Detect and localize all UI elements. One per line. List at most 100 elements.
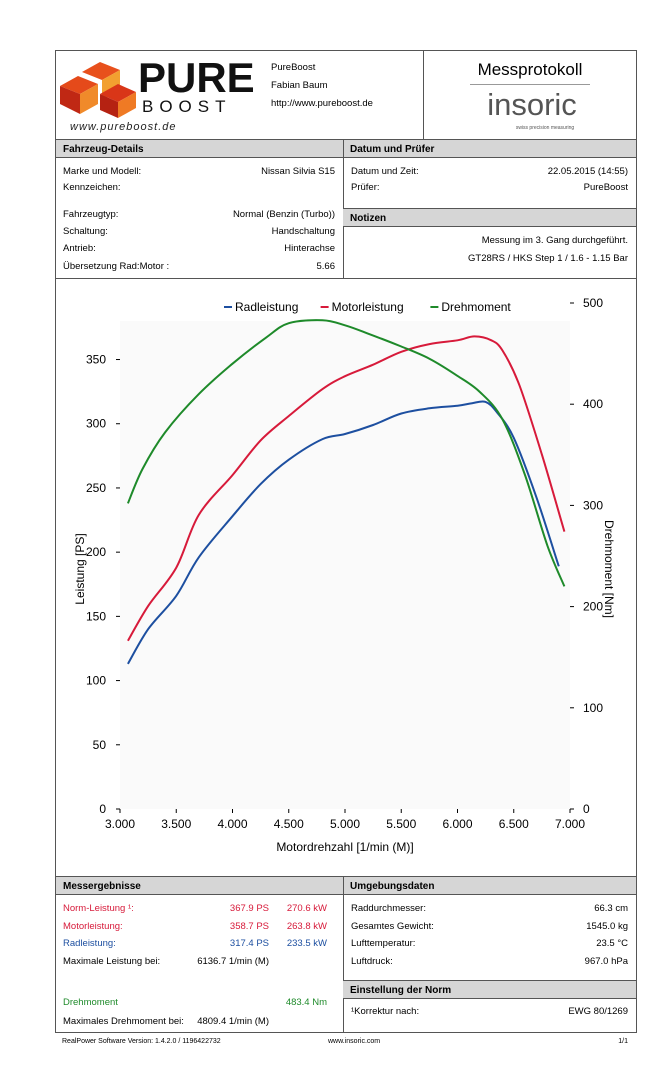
brand-name: insoric <box>487 87 577 122</box>
y-tick-label: 0 <box>99 802 106 816</box>
env-label: Lufttemperatur: <box>351 938 416 949</box>
wheel-power-kw: 233.5 kW <box>286 938 327 949</box>
vehicle-value: Handschaltung <box>271 226 335 237</box>
x-tick-label: 5.500 <box>386 817 416 831</box>
env-value: 1545.0 kg <box>586 921 628 932</box>
footer-page: 1/1 <box>618 1038 628 1045</box>
wheel-power-label: Radleistung: <box>63 938 116 949</box>
title-underline <box>470 84 590 85</box>
env-label: Raddurchmesser: <box>351 903 426 914</box>
x-tick-label: 4.500 <box>274 817 304 831</box>
footer-url[interactable]: www.insoric.com <box>328 1038 381 1045</box>
logo-word-pure: PURE <box>138 54 255 101</box>
vehicle-section-title: Fahrzeug-Details <box>56 139 343 158</box>
y-axis-label: Leistung [PS] <box>73 533 87 604</box>
max-power-value: 6136.7 1/min (M) <box>197 956 269 967</box>
y-axis-ticks: 0 50 100 150 200 250 300 350 <box>86 353 120 816</box>
report-frame <box>55 50 637 1033</box>
x-tick-label: 5.000 <box>330 817 360 831</box>
y2-tick-label: 500 <box>583 296 603 310</box>
legend-label: Motorleistung <box>332 300 404 314</box>
y2-axis-ticks: 0 100 200 300 400 500 <box>570 296 603 816</box>
results-section-title: Messergebnisse <box>56 876 343 895</box>
y-tick-label: 350 <box>86 353 106 367</box>
note-line: Messung im 3. Gang durchgeführt. <box>481 235 628 246</box>
dyno-chart-svg: Radleistung Motorleistung Drehmoment 3.000… <box>73 296 616 854</box>
x-tick-label: 4.000 <box>217 817 247 831</box>
date-label: Datum und Zeit: <box>351 166 419 177</box>
env-value: 967.0 hPa <box>584 956 628 967</box>
legend-label: Radleistung <box>235 300 298 314</box>
insoric-logo: insoric swiss precision measuring <box>482 86 582 132</box>
chart-curves <box>126 319 566 665</box>
vehicle-label: Marke und Modell: <box>63 166 142 177</box>
norm-value: EWG 80/1269 <box>568 1006 628 1017</box>
norm-label: ¹Korrektur nach: <box>351 1006 420 1017</box>
max-torque-label: Maximales Drehmoment bei: <box>63 1016 184 1027</box>
y-tick-label: 250 <box>86 481 106 495</box>
x-axis-ticks: 3.000 3.500 4.000 4.500 5.000 5.500 6.000 6.500… <box>105 809 585 831</box>
env-value: 66.3 cm <box>594 903 628 914</box>
vehicle-label: Antrieb: <box>63 243 96 254</box>
series-line-motorleistung <box>127 335 566 642</box>
env-label: Luftdruck: <box>351 956 393 967</box>
y-tick-label: 150 <box>86 609 106 623</box>
norm-power-ps: 367.9 PS <box>229 903 269 914</box>
results-divider <box>343 876 344 1033</box>
y2-tick-label: 200 <box>583 600 603 614</box>
logo-signature: www.pureboost.de <box>70 121 177 133</box>
vehicle-label: Schaltung: <box>63 226 108 237</box>
vehicle-value: 5.66 <box>316 261 336 272</box>
env-label: Gesamtes Gewicht: <box>351 921 434 932</box>
environment-section-title: Umgebungsdaten <box>343 876 636 895</box>
company-website[interactable]: http://www.pureboost.de <box>271 98 373 109</box>
norm-power-label: Norm-Leistung ¹: <box>63 903 134 914</box>
vehicle-label: Fahrzeugtyp: <box>63 209 119 220</box>
engine-power-kw: 263.8 kW <box>286 921 327 932</box>
x-tick-label: 6.500 <box>499 817 529 831</box>
wheel-power-ps: 317.4 PS <box>229 938 269 949</box>
person-name: Fabian Baum <box>271 80 328 91</box>
company-name: PureBoost <box>271 62 316 73</box>
y2-tick-label: 100 <box>583 701 603 715</box>
footer-version: RealPower Software Version: 1.4.2.0 / 11… <box>62 1038 221 1045</box>
x-tick-label: 7.000 <box>555 817 585 831</box>
x-tick-label: 3.500 <box>161 817 191 831</box>
torque-value: 483.4 Nm <box>285 997 327 1008</box>
chart-top-border <box>55 278 637 279</box>
x-tick-label: 3.000 <box>105 817 135 831</box>
y2-axis-label: Drehmoment [Nm] <box>602 520 616 618</box>
env-value: 23.5 °C <box>596 938 628 949</box>
engine-power-ps: 358.7 PS <box>229 921 269 932</box>
y2-tick-label: 0 <box>583 802 590 816</box>
date-section-title: Datum und Prüfer <box>343 139 636 158</box>
y-tick-label: 300 <box>86 417 106 431</box>
logo-blocks <box>60 62 136 118</box>
logo-word-boost: BOOST <box>142 97 232 116</box>
series-line-drehmoment <box>126 319 566 587</box>
x-axis-label: Motordrehzahl [1/min (M)] <box>276 840 413 854</box>
legend-label: Drehmoment <box>441 300 511 314</box>
tester-value: PureBoost <box>583 182 628 193</box>
brand-tagline: swiss precision measuring <box>516 125 575 131</box>
norm-section-title: Einstellung der Norm <box>343 980 636 999</box>
max-power-label: Maximale Leistung bei: <box>63 956 161 967</box>
y-tick-label: 200 <box>86 545 106 559</box>
y-tick-label: 50 <box>93 738 107 752</box>
max-torque-value: 4809.4 1/min (M) <box>197 1016 269 1027</box>
norm-power-kw: 270.6 kW <box>286 903 327 914</box>
plot-area <box>120 321 570 809</box>
protocol-title: Messprotokoll <box>477 60 583 79</box>
engine-power-label: Motorleistung: <box>63 921 123 932</box>
x-tick-label: 6.000 <box>442 817 472 831</box>
note-line: GT28RS / HKS Step 1 / 1.6 - 1.15 Bar <box>468 253 628 264</box>
vehicle-label: Übersetzung Rad:Motor : <box>63 261 170 272</box>
dyno-chart: Radleistung Motorleistung Drehmoment 3.000… <box>56 279 636 875</box>
vehicle-value: Hinterachse <box>284 243 335 254</box>
y2-tick-label: 400 <box>583 397 603 411</box>
torque-label: Drehmoment <box>63 997 118 1008</box>
date-value: 22.05.2015 (14:55) <box>547 166 628 177</box>
notes-section-title: Notizen <box>343 208 636 227</box>
y-tick-label: 100 <box>86 674 106 688</box>
vehicle-value: Normal (Benzin (Turbo)) <box>232 209 335 220</box>
